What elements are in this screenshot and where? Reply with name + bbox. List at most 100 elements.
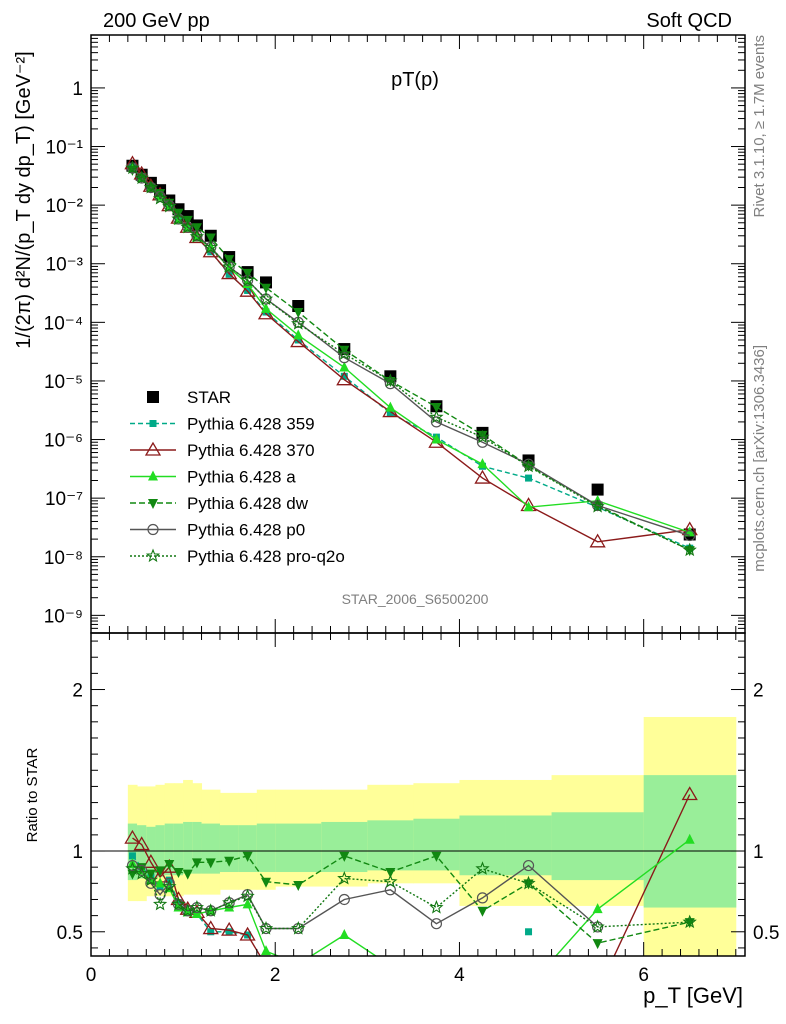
y-tick-label: 10⁻³ xyxy=(46,255,84,276)
band-stat xyxy=(219,825,239,873)
y-tick-label: 10⁻⁶ xyxy=(44,431,83,452)
ratio-series-0-point xyxy=(225,928,233,936)
band-stat xyxy=(164,823,175,876)
ratio-series-5-point xyxy=(258,920,274,935)
series-6-point xyxy=(682,542,697,557)
legend-marker xyxy=(148,470,158,481)
ratio-series-0-point xyxy=(525,928,533,936)
header-right: Soft QCD xyxy=(646,10,732,32)
series-6-point xyxy=(475,429,490,444)
series-4-point xyxy=(339,345,350,356)
y-tick-label: 10⁻⁹ xyxy=(44,606,83,627)
series-6-point xyxy=(337,346,352,360)
series-4-point xyxy=(477,430,488,441)
series-5-point xyxy=(684,529,696,542)
ratio-series-5-point xyxy=(203,903,218,917)
ratio-series-4-point xyxy=(126,859,139,872)
ratio-frame xyxy=(90,632,746,957)
y-tick-label: 10⁻¹ xyxy=(46,138,84,159)
ratio-series-1-point xyxy=(383,965,397,977)
ratio-series-5-point xyxy=(189,900,204,914)
ratio-series-3-point xyxy=(385,868,396,879)
ratio-series-4-point xyxy=(163,877,175,889)
ratio-series-5-point xyxy=(171,896,186,911)
legend-entry: Pythia 6.428 a xyxy=(187,468,296,487)
series-2-point xyxy=(474,469,491,484)
series-3-point xyxy=(261,302,272,313)
ratio-series-2-point xyxy=(385,960,395,970)
series-6-point xyxy=(180,219,195,234)
series-5-point xyxy=(338,352,350,364)
series-2-point xyxy=(239,282,256,297)
legend-marker xyxy=(144,441,162,456)
series-6-line xyxy=(131,167,690,551)
legend-marker xyxy=(145,548,161,563)
legend-marker xyxy=(147,391,159,403)
ratio-series-3-point xyxy=(191,858,202,869)
band-stat xyxy=(137,825,147,879)
band-stat xyxy=(321,821,368,873)
y-tick-label: 1 xyxy=(72,79,83,100)
series-4-point xyxy=(191,223,202,234)
band-stat xyxy=(192,821,203,874)
series-6-point xyxy=(383,373,398,388)
ratio-series-3-point xyxy=(477,906,488,917)
legend-entry: Pythia 6.428 p0 xyxy=(187,521,305,540)
ratio-series-2-point xyxy=(224,901,235,912)
ratio-series-3-point xyxy=(173,868,184,879)
series-1-point xyxy=(294,336,302,344)
ratio-series-4-point xyxy=(338,893,350,906)
legend: STAR Pythia 6.428 359 Pythia 6.428 370 Pyth… xyxy=(130,388,345,566)
ratio-series-2-point xyxy=(477,960,487,970)
ratio-series-5-line xyxy=(132,868,690,930)
ratio-series-1-point xyxy=(681,786,698,801)
ratio-series-5-point xyxy=(180,903,195,917)
main-frame xyxy=(90,34,746,634)
series-6-point xyxy=(152,190,168,205)
legend-entry: Pythia 6.428 359 xyxy=(187,415,315,434)
ratio-series-3-point xyxy=(182,869,193,880)
band-stat xyxy=(551,812,645,881)
ratio-series-1-line xyxy=(132,794,691,956)
ratio-y-tick-label: 0.5 xyxy=(57,923,83,944)
ratio-series-1-point xyxy=(133,836,150,851)
series-5-point xyxy=(430,416,443,428)
side-rivet-label: Rivet 3.1.10, ≥ 1.7M events xyxy=(751,35,768,218)
legend-entry: Pythia 6.428 370 xyxy=(187,441,315,460)
series-3-point xyxy=(293,329,304,340)
ratio-y-tick-label: 0.5 xyxy=(753,923,779,944)
legend-entry: STAR xyxy=(187,388,231,407)
ratio-series-2-point xyxy=(242,898,253,909)
series-3-point xyxy=(339,361,350,372)
band-stat xyxy=(127,823,138,881)
ratio-series-2-point xyxy=(592,903,603,914)
header-left: 200 GeV pp xyxy=(103,10,210,32)
band-stat xyxy=(275,823,322,873)
ratio-series-5-point xyxy=(682,914,697,929)
series-3-point xyxy=(477,458,488,469)
main-y-axis-label: 1/(2π) d²N/(p_T dy dp_T) [GeV⁻²] xyxy=(13,51,35,348)
side-mcplots-label: mcplots.cern.ch [arXiv:1306.3436] xyxy=(751,345,768,572)
series-6-point xyxy=(125,160,140,175)
ratio-series-5-point xyxy=(521,875,536,890)
ratio-series-5-point xyxy=(125,861,140,875)
ratio-series-1-point xyxy=(522,978,536,990)
series-0-point xyxy=(591,483,604,496)
ratio-series-4-point xyxy=(476,892,489,904)
ratio-series-3-point xyxy=(293,880,304,891)
ratio-series-1-point xyxy=(475,978,489,990)
series-2-point xyxy=(290,333,307,348)
y-tick-label: 10⁻⁵ xyxy=(44,372,83,393)
ratio-panel: 0.5 0.5 1 1 2 2 0 2 4 6 Ratio to STAR p_T [GeV] xyxy=(24,632,779,1008)
series-6-point xyxy=(171,211,186,226)
series-3-point xyxy=(431,433,442,444)
series-4-point xyxy=(431,402,442,413)
series-4-point xyxy=(205,233,216,244)
band-stat xyxy=(146,826,156,877)
legend-entry: Pythia 6.428 pro-q2o xyxy=(187,547,345,566)
ratio-series-3-point xyxy=(205,858,216,869)
ratio-series-3-point xyxy=(431,851,442,862)
band-stat xyxy=(183,821,193,874)
ratio-series-5-point xyxy=(134,866,149,880)
ratio-series-2-point xyxy=(293,958,303,968)
